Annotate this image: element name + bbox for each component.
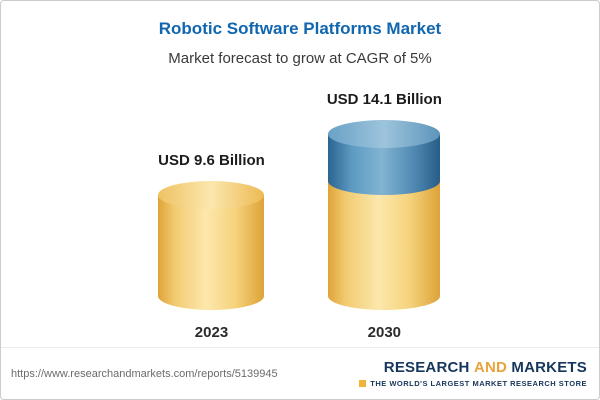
logo-tagline-text: THE WORLD'S LARGEST MARKET RESEARCH STOR… [370,379,587,388]
logo-word-and: AND [473,359,508,376]
bar-group-2030: USD 14.1 Billion 2030 [327,91,442,341]
cylinder-2023-body [158,195,265,310]
chart-title: Robotic Software Platforms Market [158,19,442,38]
cylinder-2030 [328,120,441,310]
year-label-2023: 2023 [194,324,229,341]
value-label-2023: USD 9.6 Billion [158,152,265,169]
cylinder-2030-top [328,120,441,148]
research-and-markets-logo[interactable]: RESEARCH AND MARKETS THE WORLD'S LARGEST… [359,359,587,388]
logo-word-markets: MARKETS [511,359,587,376]
cylinder-2023-top [158,181,265,209]
logo-tagline-square-icon [359,380,367,387]
footer: https://www.researchandmarkets.com/repor… [1,347,599,399]
year-label-2030: 2030 [367,324,402,341]
report-url-link[interactable]: https://www.researchandmarkets.com/repor… [11,367,278,380]
value-label-2030: USD 14.1 Billion [326,91,442,108]
chart-area: USD 9.6 Billion 2023 USD 14.1 Billion 20… [1,67,599,347]
bar-group-2023: USD 9.6 Billion 2023 [158,152,265,341]
cylinder-2023 [158,181,265,310]
chart-subtitle: Market forecast to grow at CAGR of 5% [168,50,432,67]
logo-tagline: THE WORLD'S LARGEST MARKET RESEARCH STOR… [359,379,587,388]
logo-word-research: RESEARCH [383,359,470,376]
logo-wordmark: RESEARCH AND MARKETS [359,359,587,376]
